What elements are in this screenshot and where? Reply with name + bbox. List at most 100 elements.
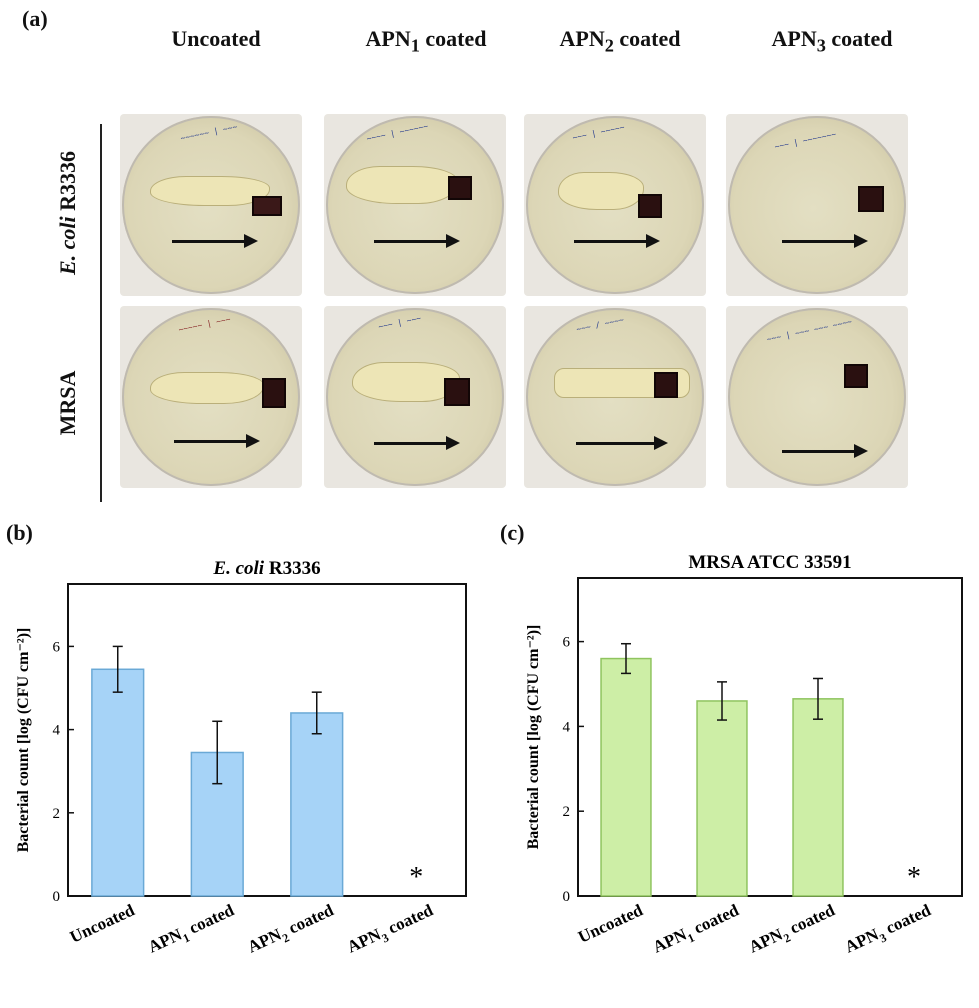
- column-header-subscript: 3: [816, 35, 826, 56]
- column-header-suffix: coated: [613, 26, 681, 51]
- petri-dish: [728, 308, 906, 486]
- bar: [91, 668, 145, 897]
- bacterial-growth-smear: [346, 166, 458, 204]
- bar: [600, 657, 652, 897]
- arrow-head-icon: [244, 234, 258, 248]
- sample-square: [654, 372, 678, 398]
- column-header-text: APN: [771, 26, 817, 51]
- y-tick-label: 4: [563, 719, 571, 735]
- x-tick-label-subscript: 1: [181, 930, 192, 945]
- x-tick-label-suffix: coated: [687, 900, 742, 939]
- y-axis-label: Bacterial count [log (CFU cm⁻²)]: [15, 628, 32, 853]
- petri-dish-photo: ~~~ | ~~~~~~~: [726, 114, 908, 296]
- x-tick-label-text: Uncoated: [575, 900, 646, 947]
- y-tick-label: 2: [563, 804, 571, 820]
- column-header-subscript: 1: [410, 35, 420, 56]
- y-tick-label: 6: [563, 635, 571, 651]
- arrow-icon: [172, 240, 246, 243]
- x-tick-label: Uncoated: [67, 900, 138, 947]
- column-header-suffix: coated: [419, 26, 487, 51]
- y-tick-label: 2: [53, 806, 61, 822]
- sample-square: [262, 378, 286, 408]
- panel-b-label: (b): [6, 520, 33, 545]
- arrow-head-icon: [854, 234, 868, 248]
- x-tick-label: APN2 coated: [245, 900, 339, 960]
- x-tick-label-text: APN: [746, 924, 786, 956]
- row-label-text: MRSA: [55, 370, 80, 436]
- arrow-head-icon: [446, 436, 460, 450]
- arrow-head-icon: [446, 234, 460, 248]
- plot-frame: [67, 583, 467, 897]
- petri-dish-photo: ~~~~~~ | ~~~: [120, 114, 302, 296]
- arrow-icon: [174, 440, 248, 443]
- x-tick-label-subscript: 3: [380, 930, 391, 945]
- petri-dish: [326, 116, 504, 294]
- x-tick-label-text: APN: [650, 924, 690, 956]
- petri-dish-photo: ~~~ | ~~~ ~~~ ~~~~: [726, 306, 908, 488]
- bar: [290, 712, 344, 897]
- chart-title-italic: E. coli: [212, 558, 264, 579]
- significance-marker: *: [907, 862, 921, 893]
- arrow-icon: [374, 240, 448, 243]
- chart-title: MRSA ATCC 33591: [688, 552, 851, 573]
- sample-square: [252, 196, 282, 216]
- x-tick-label-subscript: 2: [280, 930, 291, 945]
- x-tick-label-suffix: coated: [182, 900, 237, 939]
- x-tick-label-suffix: coated: [282, 900, 337, 939]
- petri-dish-photo: ~~~~ | ~~~~~~: [324, 114, 506, 296]
- x-tick-label: APN1 coated: [145, 900, 239, 960]
- sample-square: [844, 364, 868, 388]
- row-separator-line: [100, 124, 102, 502]
- petri-dish-photo: ~~~ | ~~~: [324, 306, 506, 488]
- x-tick-label-text: Uncoated: [67, 900, 138, 947]
- chart-title-text: MRSA ATCC 33591: [688, 552, 851, 573]
- arrow-head-icon: [646, 234, 660, 248]
- arrow-icon: [574, 240, 648, 243]
- y-tick-label: 6: [53, 639, 61, 655]
- sample-square: [444, 378, 470, 406]
- y-tick-label: 0: [53, 889, 61, 905]
- column-header-subscript: 2: [604, 35, 614, 56]
- x-tick-label-text: APN: [245, 924, 285, 956]
- arrow-head-icon: [854, 444, 868, 458]
- x-tick-label-text: APN: [145, 924, 185, 956]
- column-header-apn1: APN1 coated: [326, 26, 526, 56]
- sample-square: [858, 186, 884, 212]
- plot-frame: [577, 577, 963, 897]
- x-tick-label-suffix: coated: [783, 900, 838, 939]
- bacterial-growth-smear: [150, 372, 264, 404]
- bar-charts: E. coli R3336 0 2 4 6 Bacterial count [log (C…: [15, 552, 963, 960]
- row-label-italic: E. coli: [55, 216, 80, 276]
- y-tick-label: 0: [563, 889, 571, 905]
- chart-title: E. coli R3336: [212, 558, 320, 579]
- arrow-head-icon: [654, 436, 668, 450]
- x-tick-label-suffix: coated: [879, 900, 934, 939]
- x-tick-label: APN2 coated: [746, 900, 840, 960]
- panel-c-label: (c): [500, 520, 525, 545]
- column-header-suffix: coated: [825, 26, 893, 51]
- x-tick-label-subscript: 3: [877, 930, 888, 945]
- petri-dish-photo: ~~~~~ | ~~~: [120, 306, 302, 488]
- chart-title-text: R3336: [264, 558, 320, 579]
- x-tick-label: APN3 coated: [842, 900, 936, 960]
- x-tick-label-text: APN: [344, 924, 384, 956]
- petri-dish-photo: ~~~ / ~~~~: [524, 306, 706, 488]
- significance-marker: *: [409, 862, 423, 893]
- sample-square: [448, 176, 472, 200]
- arrow-icon: [576, 442, 656, 445]
- arrow-icon: [782, 450, 856, 453]
- x-tick-label: APN1 coated: [650, 900, 744, 960]
- arrow-head-icon: [246, 434, 260, 448]
- arrow-icon: [374, 442, 448, 445]
- bar: [792, 698, 844, 897]
- x-tick-label-subscript: 1: [685, 930, 696, 945]
- column-header-text: APN: [559, 26, 605, 51]
- chart-ecoli: E. coli R3336 0 2 4 6 Bacterial count [log (C…: [15, 558, 467, 960]
- x-tick-label: Uncoated: [575, 900, 646, 947]
- sample-square: [638, 194, 662, 218]
- bacterial-growth-smear: [558, 172, 644, 210]
- bacterial-growth-smear: [150, 176, 270, 206]
- column-header-uncoated: Uncoated: [116, 26, 316, 52]
- bar: [696, 700, 748, 897]
- y-tick-label: 4: [53, 723, 61, 739]
